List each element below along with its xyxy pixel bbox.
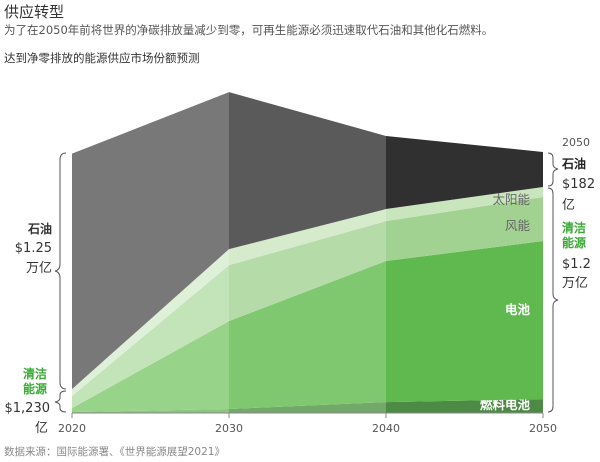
area-segment-燃料电池-2030: [229, 402, 386, 413]
area-segment-风能-2020: [72, 265, 229, 409]
right-clean-label-2: 能源: [562, 235, 586, 250]
series-label: 电池: [505, 302, 531, 317]
left-clean-unit: 亿: [35, 421, 48, 436]
series-label: 太阳能: [492, 192, 530, 207]
left-clean-brace: [54, 390, 67, 413]
area-segment-风能-2040: [386, 196, 543, 262]
area-segment-石油-2040: [386, 135, 543, 210]
right-year-label: 2050: [562, 136, 590, 149]
area-segment-电池-2030: [229, 261, 386, 410]
right-oil-value: $182: [562, 177, 595, 192]
area-segment-太阳能-2040: [386, 187, 543, 222]
left-oil-brace: [54, 152, 67, 390]
area-segment-燃料电池-2020: [72, 409, 229, 413]
area-segment-太阳能-2030: [229, 209, 386, 266]
page-title: 供应转型: [4, 3, 65, 21]
x-axis: 2020 2030 2040 2050: [58, 412, 557, 435]
area-segment-石油-2020: [72, 92, 229, 390]
area-segment-风能-2030: [229, 221, 386, 322]
right-clean-label-1: 清洁: [562, 220, 586, 235]
area-segment-石油-2030: [229, 92, 386, 250]
left-clean-label-2: 能源: [23, 381, 47, 396]
area-segment-燃料电池-2040: [386, 399, 543, 413]
left-clean-label-1: 清洁: [23, 366, 47, 381]
area-segment-电池-2040: [386, 241, 543, 403]
subtitle: 为了在2050年前将世界的净碳排放量减少到零，可再生能源必须迅速取代石油和其他化…: [4, 23, 494, 37]
x-tick-label: 2040: [372, 422, 400, 435]
right-clean-unit: 万亿: [562, 276, 588, 291]
areas-group: 燃料电池 电池 风能 太阳能: [72, 92, 543, 413]
left-oil-unit: 万亿: [26, 261, 52, 276]
right-clean-value: $1.2: [562, 257, 591, 272]
left-clean-value: $1,230: [5, 401, 51, 416]
right-oil-unit: 亿: [562, 198, 575, 213]
left-oil-label: 石油: [27, 221, 52, 236]
chart-title: 达到净零排放的能源供应市场份额预测: [4, 51, 200, 65]
series-label: 燃料电池: [480, 397, 531, 412]
left-oil-value: $1.25: [15, 241, 52, 256]
series-label: 风能: [505, 218, 531, 233]
right-oil-label: 石油: [561, 156, 586, 171]
x-tick-label: 2020: [58, 422, 86, 435]
x-tick-label: 2030: [215, 422, 243, 435]
area-segment-太阳能-2020: [72, 249, 229, 397]
right-clean-brace: [547, 187, 559, 413]
right-oil-brace: [547, 152, 559, 187]
x-tick-label: 2050: [529, 422, 557, 435]
source-note: 数据来源：国际能源署、《世界能源展望2021》: [4, 446, 225, 458]
area-segment-电池-2020: [72, 321, 229, 413]
